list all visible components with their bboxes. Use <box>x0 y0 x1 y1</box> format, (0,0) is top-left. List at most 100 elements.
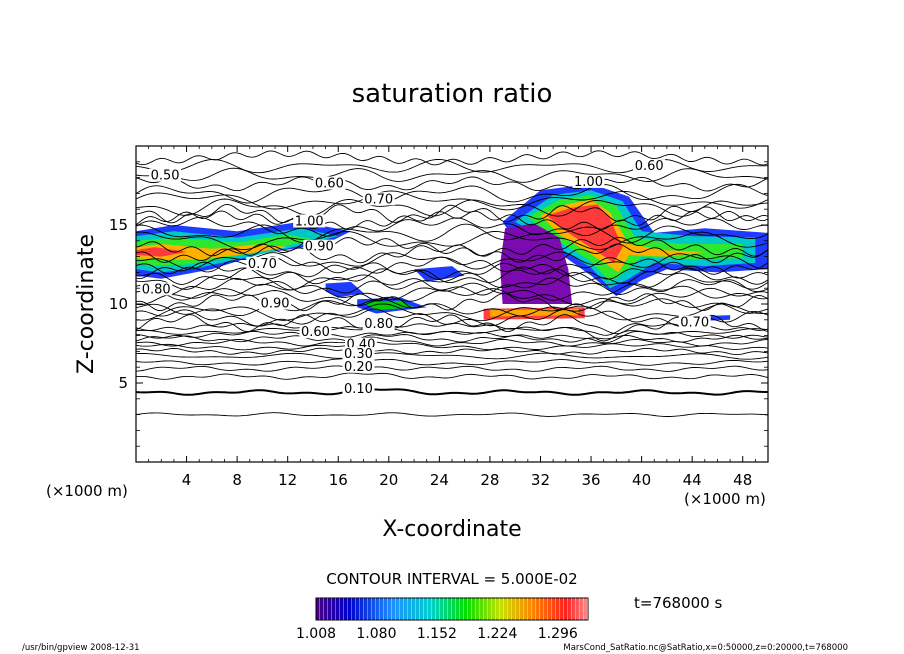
x-tick-label: 40 <box>632 471 651 489</box>
contour-line <box>136 210 768 230</box>
x-tick-label: 12 <box>278 471 297 489</box>
x-axis-label: X-coordinate <box>382 517 521 542</box>
x-tick-label: 48 <box>733 471 752 489</box>
contour-line <box>136 150 768 166</box>
contour-label: 0.60 <box>635 159 664 174</box>
colorbar-tick-label: 1.080 <box>356 626 396 642</box>
contour-line <box>136 336 768 347</box>
contour-label: 0.60 <box>301 325 330 340</box>
contour-label: 0.90 <box>305 240 334 255</box>
y-tick-label: 10 <box>109 295 128 313</box>
x-tick-label: 8 <box>232 471 242 489</box>
contour-line <box>136 176 768 192</box>
contour-line <box>136 358 768 366</box>
contour-label-bg <box>342 347 375 361</box>
contour-label: 1.00 <box>574 175 603 190</box>
time-label: t=768000 s <box>634 594 722 612</box>
x-tick-label: 16 <box>329 471 348 489</box>
contour-line <box>136 251 768 270</box>
contour-line <box>136 216 768 237</box>
contour-line <box>136 267 768 285</box>
plot-background <box>136 146 768 462</box>
contour-line <box>136 243 768 264</box>
colorbar-tick-labels: 1.008 1.080 1.152 1.224 1.296 <box>296 626 578 642</box>
contour-label: 0.70 <box>680 316 709 331</box>
contour-label: 1.00 <box>295 214 324 229</box>
contour-line <box>136 365 768 372</box>
y-tick-label: 5 <box>118 374 128 392</box>
contour-label-bg <box>303 239 336 253</box>
x-tick-label: 28 <box>480 471 499 489</box>
saturation-fill <box>363 300 415 311</box>
contour-line <box>136 347 768 356</box>
contour-label-bg <box>342 359 375 373</box>
contour-line <box>136 261 768 280</box>
contour-line <box>136 272 768 291</box>
contour-line <box>136 223 768 244</box>
contour-line <box>136 314 768 335</box>
colorbar-tick-label: 1.296 <box>538 626 578 642</box>
saturation-fill <box>546 204 623 263</box>
contour-line <box>136 190 768 211</box>
contour-line <box>136 198 768 217</box>
x-tick-label: 20 <box>379 471 398 489</box>
contour-line <box>136 326 768 342</box>
contour-label-bg <box>259 296 292 310</box>
contour-line <box>136 183 768 204</box>
contour-label-bg <box>362 192 395 206</box>
contour-label-bg <box>149 168 182 182</box>
y-axis-ticks: 5 10 15 <box>109 161 768 447</box>
x-unit-label-left: (×1000 m) <box>46 482 128 500</box>
contour-label-bg <box>313 176 346 190</box>
x-tick-label: 44 <box>683 471 702 489</box>
contour-label: 0.70 <box>364 192 393 207</box>
contour-label-bg <box>678 315 711 329</box>
x-unit-label-right: (×1000 m) <box>684 490 766 508</box>
contour-label: 0.80 <box>142 282 171 297</box>
contour-label-bg <box>246 257 279 271</box>
x-tick-label: 32 <box>531 471 550 489</box>
contour-labels: 0.50 0.60 0.70 1.00 0.60 1.00 0.90 0.70 0.80 0.90… <box>140 159 711 397</box>
chart-title: saturation ratio <box>352 79 553 109</box>
contour-label-bg <box>299 325 332 339</box>
x-axis-ticks: 4 8 12 16 20 24 28 32 36 40 44 48 <box>148 146 756 489</box>
contour-lines <box>136 150 768 417</box>
x-tick-label: 4 <box>182 471 192 489</box>
footer-left: /usr/bin/gpview 2008-12-31 <box>22 643 140 653</box>
contour-line <box>136 203 768 224</box>
contour-line <box>136 303 768 322</box>
contour-label: 0.50 <box>151 169 180 184</box>
contour-label-bg <box>633 159 666 173</box>
saturation-fill <box>136 244 288 260</box>
y-tick-label: 15 <box>109 216 128 234</box>
y-axis-label: Z-coordinate <box>74 234 99 374</box>
plot-area: 0.50 0.60 0.70 1.00 0.60 1.00 0.90 0.70 0.80 0.90… <box>136 146 768 462</box>
saturation-fill <box>325 281 364 298</box>
contour-line <box>136 372 768 380</box>
contour-line <box>136 236 768 257</box>
x-tick-label: 24 <box>430 471 449 489</box>
contour-line <box>136 256 768 275</box>
contour-line <box>136 282 768 301</box>
contour-line <box>136 340 768 351</box>
colorbar-tick-label: 1.008 <box>296 626 336 642</box>
contour-line <box>136 308 768 327</box>
contour-label: 0.30 <box>344 347 373 362</box>
contour-label: 0.20 <box>344 360 373 375</box>
contour-line <box>136 167 768 183</box>
contour-interval-text: CONTOUR INTERVAL = 5.000E-02 <box>326 570 577 588</box>
colorbar-tick-label: 1.152 <box>417 626 457 642</box>
contour-line <box>136 352 768 360</box>
contour-label-bg <box>342 381 375 395</box>
contour-line <box>136 412 768 417</box>
contour-line <box>136 293 768 312</box>
contour-line <box>136 334 768 343</box>
contour-label: 0.60 <box>315 177 344 192</box>
contour-label-bg <box>293 214 326 228</box>
contour-label-bg <box>362 317 395 331</box>
colorbar: 1.008 1.080 1.152 1.224 1.296 <box>296 597 589 642</box>
x-tick-label: 36 <box>581 471 600 489</box>
contour-label: 0.10 <box>344 382 373 397</box>
contour-line <box>136 230 768 251</box>
